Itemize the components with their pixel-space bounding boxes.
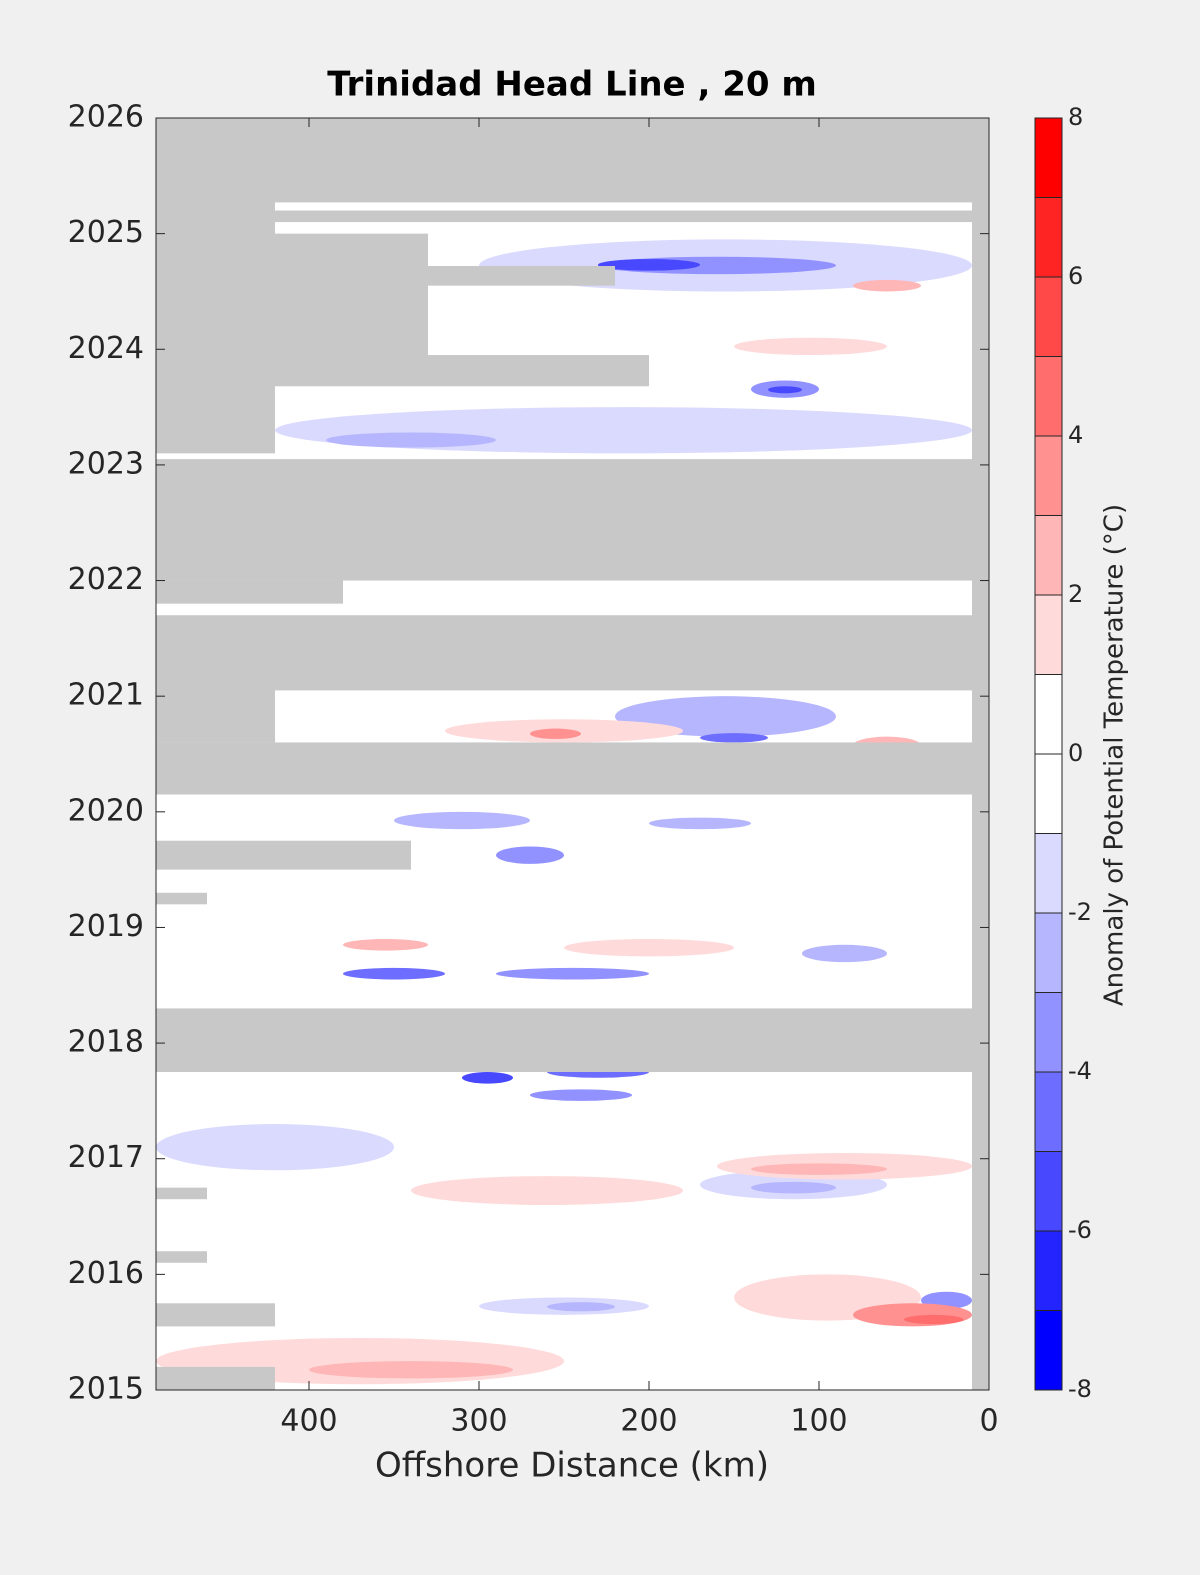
- x-tick-label: 300: [450, 1404, 507, 1439]
- missing-data: [156, 1251, 207, 1263]
- anomaly-contour: [156, 1124, 394, 1171]
- x-tick-label: 400: [280, 1404, 337, 1439]
- colorbar-tick-label: -8: [1068, 1375, 1092, 1403]
- colorbar-swatch: [1035, 674, 1062, 754]
- colorbar-swatch: [1035, 436, 1062, 516]
- y-tick-label: 2022: [68, 562, 144, 597]
- colorbar-tick-label: -2: [1068, 898, 1092, 926]
- anomaly-contour: [309, 1361, 513, 1379]
- missing-data: [156, 580, 343, 604]
- colorbar-label: Anomaly of Potential Temperature (°C): [1100, 504, 1130, 1006]
- y-tick-label: 2017: [68, 1140, 144, 1175]
- missing-data: [156, 615, 989, 691]
- x-tick-label: 0: [979, 1404, 998, 1439]
- missing-data: [156, 742, 989, 795]
- y-tick-label: 2023: [68, 446, 144, 481]
- anomaly-contour: [564, 939, 734, 957]
- colorbar-swatch: [1035, 277, 1062, 357]
- plot-frame: [155, 117, 990, 1391]
- y-tick-label: 2020: [68, 793, 144, 828]
- colorbar-swatch: [1035, 515, 1062, 595]
- colorbar-tick-label: 6: [1068, 262, 1083, 290]
- x-axis-label: Offshore Distance (km): [375, 1446, 769, 1486]
- y-tick-label: 2024: [68, 331, 144, 366]
- anomaly-contour: [462, 1072, 513, 1084]
- y-tick-label: 2018: [68, 1025, 144, 1060]
- anomaly-contour: [768, 386, 802, 394]
- missing-data: [156, 1366, 275, 1390]
- anomaly-contour: [751, 1181, 836, 1194]
- anomaly-contour: [530, 728, 581, 739]
- anomaly-contour: [700, 733, 768, 743]
- colorbar-swatch: [1035, 913, 1062, 993]
- anomaly-contour: [734, 337, 887, 356]
- anomaly-contour: [598, 259, 700, 271]
- colorbar-swatch: [1035, 197, 1062, 277]
- colorbar-tick-label: -6: [1068, 1216, 1092, 1244]
- missing-data: [428, 266, 615, 286]
- y-tick-label: 2015: [68, 1372, 144, 1407]
- anomaly-contour: [394, 811, 530, 830]
- colorbar-tick-label: 4: [1068, 421, 1083, 449]
- anomaly-contour: [496, 967, 649, 980]
- anomaly-contour: [343, 967, 445, 980]
- colorbar-swatch: [1035, 1151, 1062, 1231]
- x-tick-label: 100: [790, 1404, 847, 1439]
- plot-layer: [156, 118, 989, 1390]
- chart-title: Trinidad Head Line , 20 m: [327, 65, 817, 105]
- colorbar-swatch: [1035, 1310, 1062, 1390]
- y-tick-label: 2016: [68, 1256, 144, 1291]
- colorbar-swatch: [1035, 754, 1062, 834]
- missing-data: [156, 684, 275, 743]
- missing-data: [275, 355, 649, 387]
- y-tick-label: 2026: [68, 100, 144, 135]
- anomaly-contour: [853, 279, 921, 292]
- missing-data: [156, 1187, 207, 1200]
- anomaly-contour: [802, 944, 887, 963]
- colorbar-tick-label: 8: [1068, 103, 1083, 131]
- anomaly-contour: [904, 1314, 964, 1325]
- missing-data: [156, 198, 275, 454]
- colorbar-tick-label: 2: [1068, 580, 1083, 608]
- y-tick-label: 2025: [68, 215, 144, 250]
- anomaly-contour: [326, 432, 496, 448]
- anomaly-contour: [547, 1302, 615, 1312]
- colorbar-swatch: [1035, 356, 1062, 436]
- colorbar-swatch: [1035, 1072, 1062, 1152]
- missing-data: [156, 118, 989, 203]
- anomaly-contour: [496, 846, 564, 864]
- colorbar-swatch: [1035, 992, 1062, 1072]
- y-tick-label: 2021: [68, 678, 144, 713]
- colorbar-tick-label: 0: [1068, 739, 1083, 767]
- missing-data: [156, 892, 207, 905]
- colorbar-tick-label: -4: [1068, 1057, 1092, 1085]
- colorbar-swatch: [1035, 833, 1062, 913]
- missing-data: [972, 118, 989, 1390]
- anomaly-contour: [343, 939, 428, 951]
- y-tick-label: 2019: [68, 909, 144, 944]
- missing-data: [156, 1008, 989, 1072]
- missing-data: [156, 1303, 275, 1327]
- missing-data: [156, 840, 411, 870]
- anomaly-contour: [853, 1303, 972, 1327]
- missing-data: [156, 210, 972, 223]
- anomaly-contour: [649, 817, 751, 830]
- missing-data: [275, 233, 428, 361]
- anomaly-contour: [751, 1163, 887, 1175]
- colorbar-swatch: [1035, 595, 1062, 675]
- missing-data: [156, 459, 989, 581]
- colorbar-swatch: [1035, 1231, 1062, 1311]
- anomaly-contour: [411, 1176, 683, 1205]
- colorbar-swatch: [1035, 118, 1062, 198]
- anomaly-contour: [530, 1089, 632, 1101]
- x-tick-label: 200: [620, 1404, 677, 1439]
